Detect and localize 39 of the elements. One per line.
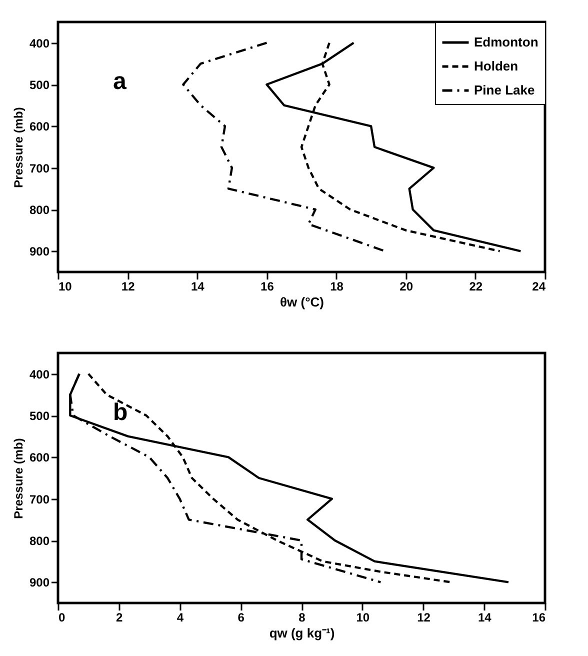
x-tick-label: 14	[190, 280, 205, 294]
y-tick-label: 400	[29, 367, 50, 382]
y-tick-label: 500	[29, 78, 50, 92]
y-tick-label: 500	[29, 409, 50, 423]
annotation: b	[113, 399, 128, 426]
x-tick-label: 4	[176, 610, 184, 624]
y-tick-label: 700	[29, 492, 50, 506]
x-axis-title: θw (°C)	[280, 294, 324, 310]
y-tick-label: 600	[29, 120, 50, 134]
x-tick-label: 6	[238, 610, 245, 624]
legend-label: Pine Lake	[474, 82, 535, 98]
line-series	[182, 42, 386, 252]
x-tick-label: 22	[469, 280, 483, 294]
annotation: a	[113, 68, 127, 95]
y-tick-label: 600	[29, 450, 50, 465]
x-tick-label: 24	[532, 280, 546, 294]
x-tick-label: 8	[298, 610, 306, 624]
y-tick-label: 900	[29, 244, 50, 259]
y-tick-label: 800	[29, 203, 50, 217]
legend-label: Edmonton	[474, 34, 538, 50]
y-tick-label: 700	[29, 161, 50, 176]
x-axis-title: qw (g kg⁻¹)	[269, 626, 335, 640]
x-tick-label: 0	[58, 610, 66, 624]
x-tick-label: 12	[121, 280, 136, 294]
y-tick-label: 800	[29, 534, 50, 548]
y-tick-label: 400	[29, 36, 50, 50]
x-tick-label: 16	[532, 610, 546, 624]
legend-label: Holden	[474, 58, 518, 74]
x-tick-label: 18	[330, 280, 344, 294]
x-tick-label: 16	[260, 280, 274, 294]
y-axis-title: Pressure (mb)	[11, 438, 26, 519]
x-tick-label: 10	[58, 280, 72, 294]
x-tick-label: 14	[478, 610, 492, 624]
y-axis-title: Pressure (mb)	[11, 107, 26, 188]
y-tick-label: 900	[29, 576, 50, 590]
x-tick-label: 12	[417, 610, 431, 624]
x-tick-label: 10	[356, 610, 370, 624]
x-tick-label: 2	[116, 610, 124, 624]
x-tick-label: 20	[400, 280, 414, 294]
